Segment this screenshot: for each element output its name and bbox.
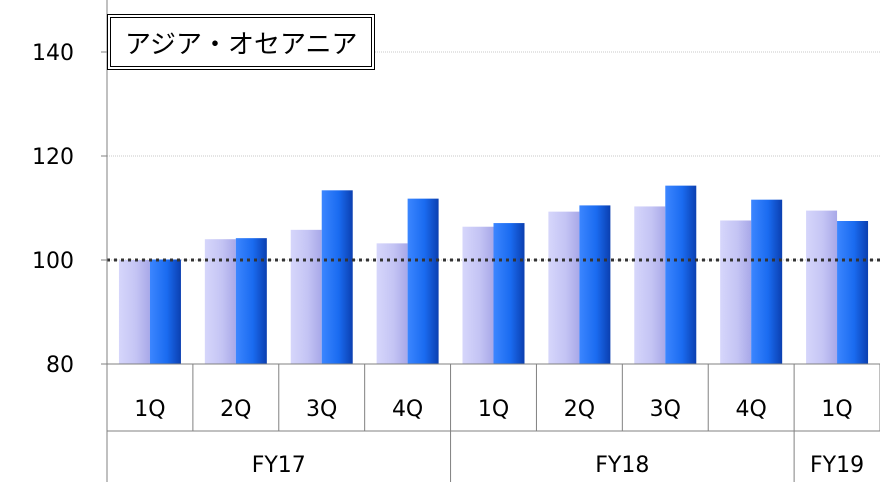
y-tick-label-140: 140 <box>32 41 74 66</box>
bar-series1-2 <box>204 239 236 364</box>
y-tick-label-120: 120 <box>32 145 74 170</box>
bar-series1-1 <box>118 260 150 364</box>
bar-series1-7 <box>634 206 666 364</box>
x-category-label-7: 3Q <box>650 397 681 422</box>
y-tick-labels: 80 100 120 140 <box>32 41 74 378</box>
x-category-table: 1Q 2Q 3Q 4Q 1Q 2Q 3Q 4Q 1Q FY17 FY18 FY19 <box>106 364 880 482</box>
x-category-label-8: 4Q <box>736 397 767 422</box>
y-tick-label-100: 100 <box>32 249 74 274</box>
chart-title: アジア・オセアニア <box>107 14 376 70</box>
x-category-label-3: 3Q <box>306 397 337 422</box>
bar-series1-8 <box>720 220 752 364</box>
x-category-label-5: 1Q <box>478 397 509 422</box>
x-group-label-fy19: FY19 <box>810 453 864 478</box>
bar-series1-9 <box>806 210 838 364</box>
x-category-label-1: 1Q <box>134 397 165 422</box>
bar-series2-2 <box>235 238 267 364</box>
bar-series2-5 <box>493 223 525 364</box>
bar-series2-9 <box>837 221 869 364</box>
x-category-label-6: 2Q <box>564 397 595 422</box>
x-category-label-2: 2Q <box>220 397 251 422</box>
bar-series2-1 <box>149 259 181 364</box>
bars <box>118 185 869 364</box>
x-category-label-4: 4Q <box>392 397 423 422</box>
bar-series1-5 <box>462 226 494 364</box>
bar-series1-6 <box>548 211 580 364</box>
bar-series1-4 <box>376 243 408 364</box>
bar-series1-3 <box>290 229 322 364</box>
bar-series2-4 <box>407 198 439 364</box>
x-category-label-9: 1Q <box>821 397 852 422</box>
bar-series2-6 <box>579 205 611 364</box>
y-tick-label-80: 80 <box>46 353 74 378</box>
x-group-label-fy18: FY18 <box>595 453 649 478</box>
bar-series2-8 <box>751 199 783 364</box>
bar-series2-7 <box>665 185 697 364</box>
bar-series2-3 <box>321 190 353 364</box>
x-group-label-fy17: FY17 <box>252 453 306 478</box>
